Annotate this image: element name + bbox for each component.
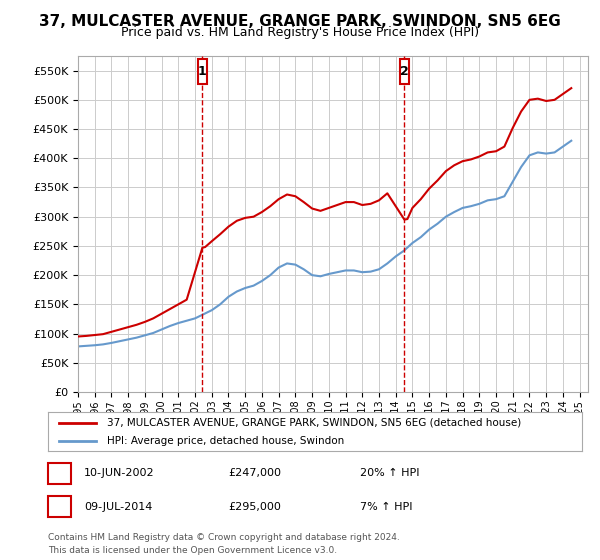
- Text: 1: 1: [56, 468, 63, 478]
- Text: £247,000: £247,000: [228, 468, 281, 478]
- Text: Price paid vs. HM Land Registry's House Price Index (HPI): Price paid vs. HM Land Registry's House …: [121, 26, 479, 39]
- Text: Contains HM Land Registry data © Crown copyright and database right 2024.: Contains HM Land Registry data © Crown c…: [48, 533, 400, 542]
- Text: 1: 1: [198, 64, 207, 78]
- Text: 20% ↑ HPI: 20% ↑ HPI: [360, 468, 419, 478]
- Text: HPI: Average price, detached house, Swindon: HPI: Average price, detached house, Swin…: [107, 436, 344, 446]
- Text: 7% ↑ HPI: 7% ↑ HPI: [360, 502, 413, 512]
- Text: 2: 2: [400, 64, 409, 78]
- Text: 37, MULCASTER AVENUE, GRANGE PARK, SWINDON, SN5 6EG (detached house): 37, MULCASTER AVENUE, GRANGE PARK, SWIND…: [107, 418, 521, 428]
- Text: 37, MULCASTER AVENUE, GRANGE PARK, SWINDON, SN5 6EG: 37, MULCASTER AVENUE, GRANGE PARK, SWIND…: [39, 14, 561, 29]
- Text: 2: 2: [56, 502, 63, 512]
- Text: This data is licensed under the Open Government Licence v3.0.: This data is licensed under the Open Gov…: [48, 546, 337, 555]
- Text: 10-JUN-2002: 10-JUN-2002: [84, 468, 155, 478]
- FancyBboxPatch shape: [198, 59, 207, 84]
- Text: 09-JUL-2014: 09-JUL-2014: [84, 502, 152, 512]
- Text: £295,000: £295,000: [228, 502, 281, 512]
- FancyBboxPatch shape: [400, 59, 409, 84]
